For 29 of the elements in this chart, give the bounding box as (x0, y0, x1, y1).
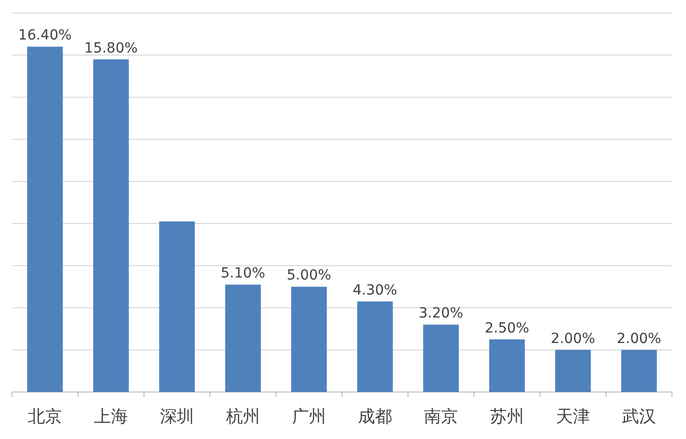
x-tick-label: 北京 (28, 407, 62, 426)
data-label: 4.30% (352, 282, 398, 298)
bar (93, 59, 129, 392)
x-tick-label: 苏州 (490, 407, 524, 426)
data-label: 2.00% (550, 330, 596, 347)
bar (357, 301, 393, 392)
x-tick-label: 武汉 (622, 407, 656, 426)
x-tick-label: 成都 (358, 407, 392, 426)
x-tick-label: 天津 (556, 407, 590, 426)
data-label: 5.00% (286, 268, 332, 284)
bar (225, 284, 261, 392)
bar (621, 350, 657, 392)
bar (27, 46, 63, 392)
x-tick-label: 深圳 (160, 407, 194, 426)
bar (489, 339, 525, 392)
bar (291, 286, 327, 392)
data-label: 2.00% (616, 330, 662, 347)
data-label: 5.10% (220, 266, 266, 282)
bar (159, 221, 195, 392)
data-label: 15.80% (84, 40, 138, 56)
data-label: 16.40% (18, 28, 72, 44)
data-label: 3.20% (418, 306, 464, 322)
x-tick-label: 上海 (94, 407, 128, 426)
x-tick-label: 南京 (424, 407, 458, 426)
data-label: 2.50% (484, 320, 530, 336)
x-tick-label: 广州 (292, 407, 326, 426)
bar (423, 324, 459, 392)
x-tick-label: 杭州 (225, 407, 260, 426)
bar (555, 350, 591, 392)
